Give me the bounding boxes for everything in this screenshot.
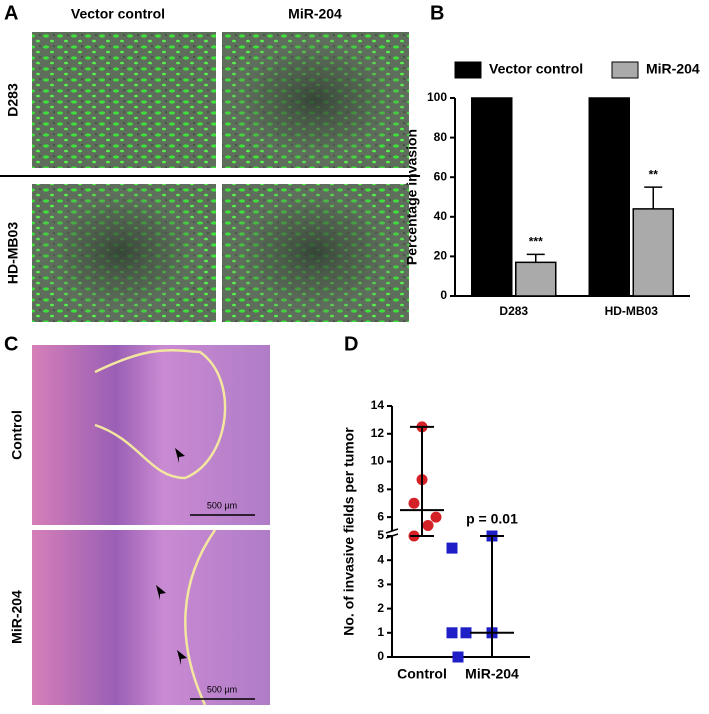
bar (632, 208, 674, 297)
image (32, 32, 216, 168)
point (446, 627, 458, 639)
legend-swatch (454, 61, 482, 79)
y-axis-title: No. of invasive fields per tumor (341, 427, 357, 636)
y-tick-label: 14 (371, 398, 385, 412)
image (32, 345, 270, 525)
bar (515, 261, 557, 297)
y-tick-label: 6 (377, 509, 384, 523)
micrographs (0, 32, 420, 322)
y-tick-label: 40 (434, 209, 448, 223)
y-tick-label: 10 (371, 454, 385, 468)
y-tick-label: 60 (434, 169, 448, 183)
arrow (175, 448, 185, 463)
error-bar (526, 253, 545, 263)
significance: ** (649, 167, 659, 181)
bar (588, 97, 630, 297)
x-tick-label: D283 (499, 304, 528, 318)
y-tick-label: 8 (377, 482, 384, 496)
boundary (94, 349, 227, 480)
scale-label: 500 µm (207, 500, 237, 510)
panel-letter: A (4, 2, 18, 24)
row-label: MiR-204 (9, 590, 25, 644)
y-axis-title: Percentage invasion (404, 129, 420, 265)
legend-swatch (611, 61, 639, 79)
column-label: Vector control (71, 6, 165, 22)
panel-letter: B (430, 2, 444, 24)
y-tick-label: 0 (377, 649, 384, 663)
legend-label: MiR-204 (646, 61, 700, 77)
row-label: Control (9, 410, 25, 460)
image-shade (35, 186, 205, 318)
arrow (177, 650, 187, 665)
image-shade (225, 186, 405, 318)
image (32, 530, 270, 705)
arrow (156, 585, 166, 600)
y-tick-label: 20 (434, 249, 448, 263)
panel-letter: C (4, 333, 18, 355)
error-bar (644, 186, 663, 209)
point (422, 519, 434, 531)
p-value: p = 0.01 (466, 511, 518, 527)
y-tick-label: 12 (371, 426, 385, 440)
histology: 500 µm 500 µm (32, 345, 270, 706)
legend-label: Vector control (489, 61, 583, 77)
point (452, 651, 464, 663)
point (430, 511, 442, 523)
y-tick-label: 80 (434, 130, 448, 144)
significance: *** (529, 235, 543, 249)
row-label: D283 (5, 83, 21, 117)
range (410, 425, 434, 537)
y-tick-label: 3 (377, 577, 384, 591)
point (460, 627, 472, 639)
x-tick-label: MiR-204 (465, 666, 519, 682)
panel-letter: D (344, 333, 358, 355)
point (446, 542, 458, 554)
image-shade (225, 34, 405, 166)
column-label: MiR-204 (288, 6, 342, 22)
y-tick-label: 100 (427, 90, 447, 104)
y-tick-label: 0 (440, 288, 447, 302)
range (480, 535, 504, 658)
point (408, 497, 420, 509)
row-label: HD-MB03 (5, 222, 21, 284)
bar (471, 97, 513, 297)
y-tick-label: 5 (377, 528, 384, 542)
x-tick-label: HD-MB03 (605, 304, 659, 318)
y-tick-label: 1 (377, 625, 384, 639)
y-tick-label: 2 (377, 601, 384, 615)
x-tick-label: Control (397, 666, 447, 682)
scale-label: 500 µm (207, 684, 237, 694)
boundary (184, 529, 217, 706)
y-tick-label: 4 (377, 552, 384, 566)
